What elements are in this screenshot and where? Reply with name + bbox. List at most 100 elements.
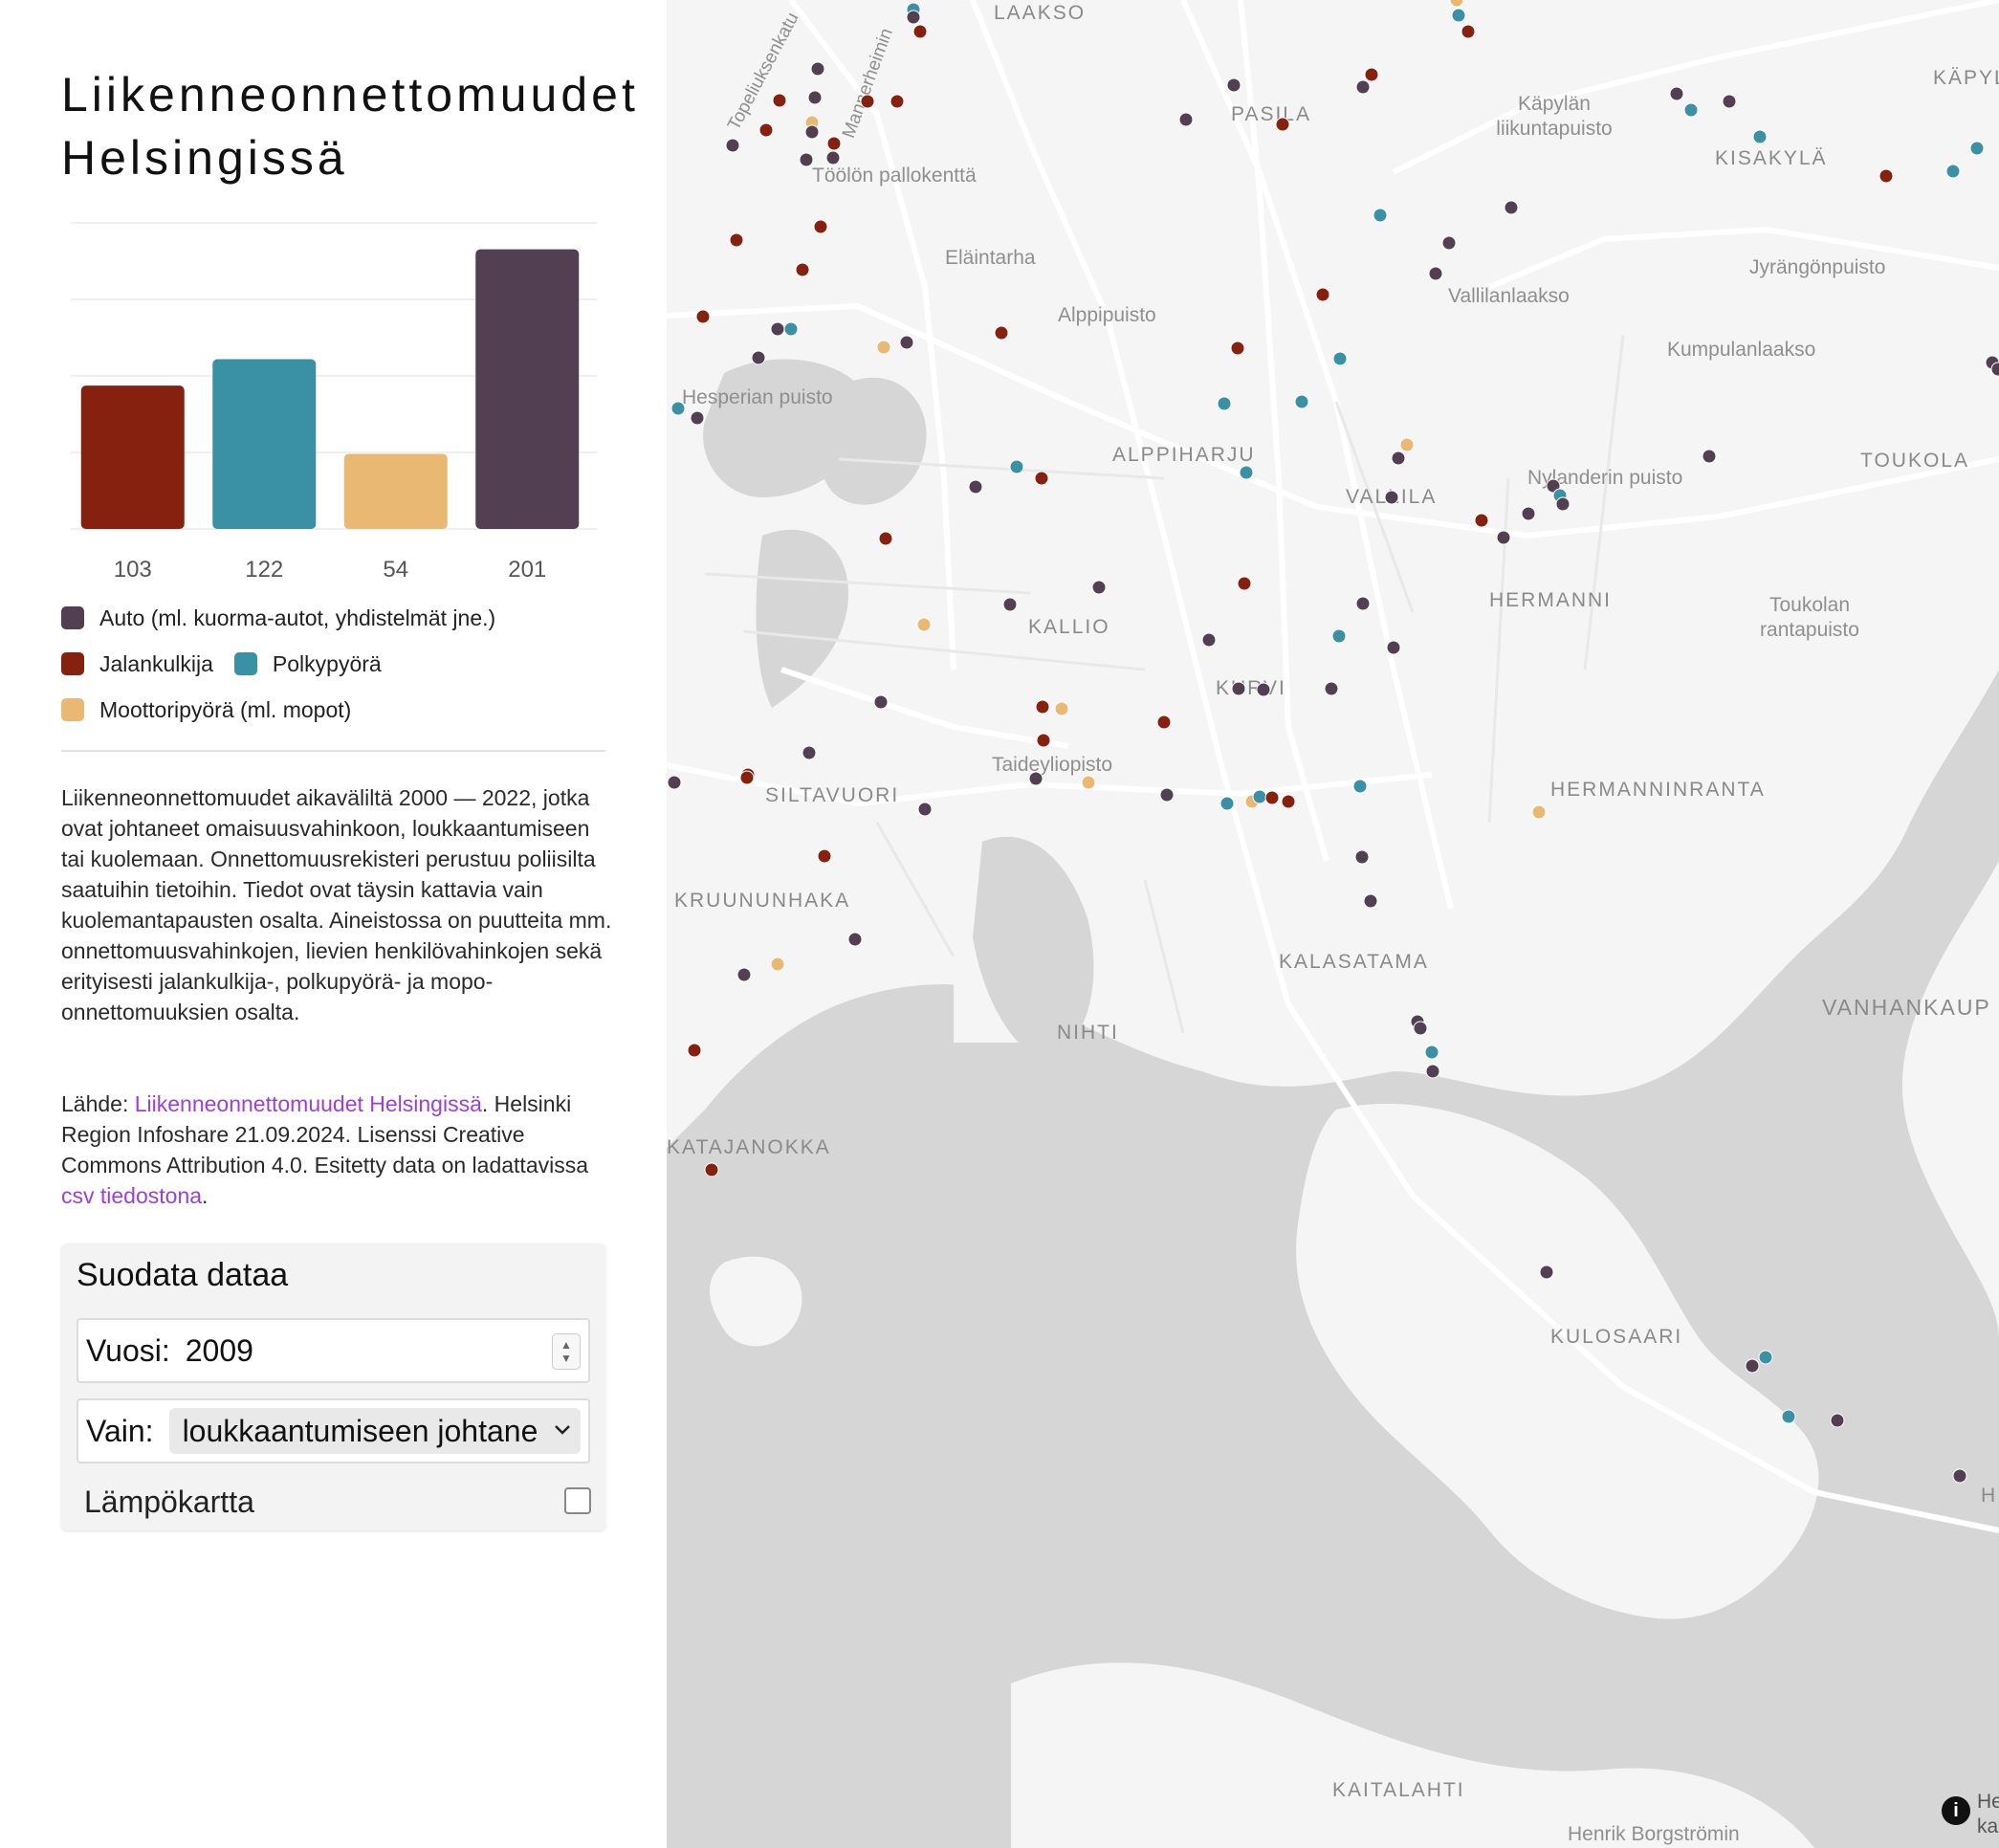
accident-point[interactable] — [878, 531, 893, 546]
accident-point[interactable] — [890, 94, 905, 109]
accident-point[interactable] — [1363, 893, 1378, 909]
accident-point[interactable] — [1758, 1350, 1773, 1365]
stepper-up-icon[interactable]: ▲ — [560, 1338, 572, 1352]
accident-point[interactable] — [772, 93, 787, 108]
accident-point[interactable] — [1496, 530, 1511, 545]
accident-point[interactable] — [1231, 681, 1246, 696]
accident-point[interactable] — [804, 124, 820, 140]
accident-point[interactable] — [847, 932, 863, 947]
accident-point[interactable] — [1178, 112, 1194, 127]
accident-point[interactable] — [906, 10, 921, 25]
accident-point[interactable] — [704, 1162, 719, 1177]
accident-point[interactable] — [1391, 451, 1406, 466]
accident-point[interactable] — [1002, 597, 1018, 612]
accident-point[interactable] — [770, 957, 785, 972]
accident-point[interactable] — [758, 122, 774, 138]
accident-point[interactable] — [876, 340, 891, 355]
accident-point[interactable] — [1878, 168, 1894, 184]
year-field[interactable]: Vuosi: ▲ ▼ — [77, 1318, 590, 1383]
accident-point[interactable] — [1354, 849, 1370, 865]
accident-point[interactable] — [795, 262, 810, 277]
accident-point[interactable] — [1159, 787, 1175, 803]
accident-point[interactable] — [1315, 287, 1330, 302]
accident-point[interactable] — [1332, 351, 1348, 366]
accident-point[interactable] — [1752, 129, 1768, 144]
accident-point[interactable] — [1275, 117, 1290, 132]
accident-point[interactable] — [1054, 701, 1069, 716]
accident-point[interactable] — [1952, 1468, 1967, 1484]
accident-point[interactable] — [1945, 164, 1961, 179]
accident-point[interactable] — [825, 150, 841, 165]
accident-point[interactable] — [916, 617, 932, 632]
accident-point[interactable] — [1399, 437, 1415, 452]
accident-point[interactable] — [1217, 396, 1232, 411]
year-input[interactable] — [185, 1332, 530, 1369]
accident-point[interactable] — [1156, 715, 1172, 730]
injury-type-select[interactable]: loukkaantumiseen johtane — [168, 1408, 581, 1454]
accident-point[interactable] — [1702, 449, 1717, 464]
map[interactable]: LAAKSO PASILA Käpylän liikuntapuisto KIS… — [667, 0, 1999, 1848]
accident-point[interactable] — [1035, 699, 1050, 715]
accident-point[interactable] — [1428, 266, 1443, 281]
accident-point[interactable] — [1531, 804, 1547, 820]
source-link[interactable]: Liikenneonnettomuudet Helsingissä — [134, 1091, 482, 1116]
accident-point[interactable] — [1009, 459, 1024, 474]
accident-point[interactable] — [670, 401, 686, 416]
accident-point[interactable] — [1091, 580, 1107, 595]
accident-point[interactable] — [783, 321, 799, 337]
accident-point[interactable] — [1034, 471, 1049, 486]
heatmap-checkbox[interactable] — [564, 1487, 591, 1514]
accident-point[interactable] — [1324, 681, 1339, 696]
year-stepper[interactable]: ▲ ▼ — [552, 1333, 581, 1370]
accident-point[interactable] — [1555, 496, 1571, 512]
accident-point[interactable] — [873, 694, 889, 710]
accident-point[interactable] — [739, 770, 755, 785]
accident-point[interactable] — [1424, 1045, 1439, 1060]
accident-point[interactable] — [1230, 341, 1245, 356]
accident-point[interactable] — [687, 1043, 702, 1058]
accident-point[interactable] — [729, 232, 744, 248]
accident-point[interactable] — [968, 479, 983, 495]
accident-point[interactable] — [1474, 513, 1489, 528]
accident-point[interactable] — [1352, 779, 1368, 794]
accident-point[interactable] — [1504, 200, 1519, 215]
accident-point[interactable] — [1722, 94, 1737, 109]
accident-point[interactable] — [725, 138, 740, 153]
accident-point[interactable] — [1331, 628, 1347, 644]
accident-point[interactable] — [1781, 1409, 1796, 1424]
accident-point[interactable] — [1201, 632, 1217, 648]
accident-point[interactable] — [1373, 208, 1388, 223]
accident-point[interactable] — [1990, 362, 1999, 377]
accident-point[interactable] — [810, 61, 825, 77]
accident-point[interactable] — [1830, 1413, 1845, 1428]
accident-point[interactable] — [1425, 1064, 1440, 1079]
accident-point[interactable] — [1449, 0, 1464, 8]
accident-point[interactable] — [1441, 235, 1457, 251]
accident-point[interactable] — [1237, 576, 1252, 591]
accident-point[interactable] — [1669, 86, 1684, 101]
accident-point[interactable] — [1252, 789, 1267, 804]
accident-point[interactable] — [1028, 771, 1043, 786]
accident-point[interactable] — [807, 90, 823, 105]
accident-point[interactable] — [1384, 490, 1399, 505]
accident-point[interactable] — [917, 802, 933, 817]
accident-point[interactable] — [1355, 79, 1371, 95]
csv-download-link[interactable]: csv tiedostona — [61, 1183, 203, 1208]
accident-point[interactable] — [736, 967, 752, 982]
accident-point[interactable] — [667, 775, 682, 790]
accident-point[interactable] — [813, 219, 828, 234]
accident-point[interactable] — [912, 24, 928, 39]
accident-point[interactable] — [695, 309, 711, 324]
accident-point[interactable] — [1226, 77, 1241, 93]
accident-point[interactable] — [1386, 640, 1401, 655]
accident-point[interactable] — [770, 321, 785, 337]
accident-point[interactable] — [1081, 775, 1096, 790]
info-icon[interactable]: i — [1942, 1796, 1970, 1825]
accident-point[interactable] — [1355, 596, 1371, 611]
accident-point[interactable] — [1969, 141, 1985, 156]
accident-point[interactable] — [1219, 796, 1235, 811]
accident-point[interactable] — [1521, 506, 1536, 521]
accident-point[interactable] — [690, 410, 705, 426]
accident-point[interactable] — [817, 848, 832, 864]
accident-point[interactable] — [1036, 733, 1051, 748]
